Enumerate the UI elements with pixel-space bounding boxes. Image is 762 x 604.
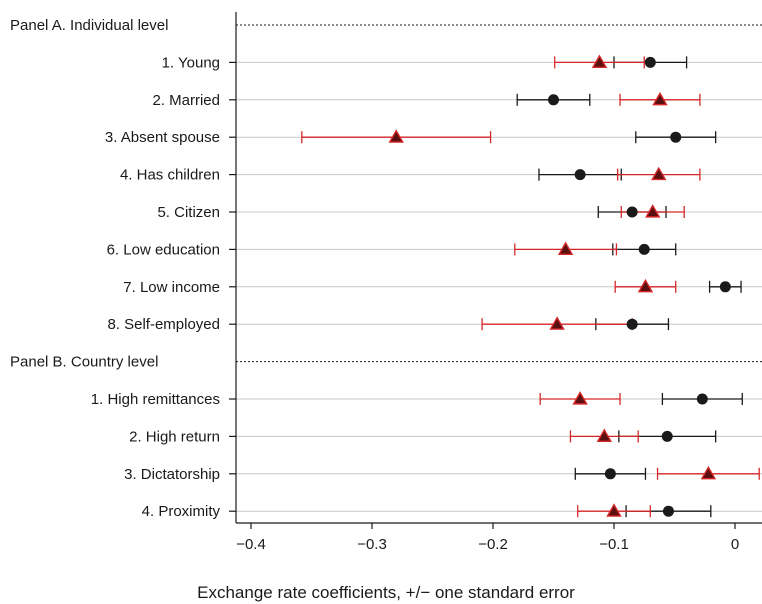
black-series-point bbox=[670, 131, 682, 143]
row-label: 5. Citizen bbox=[157, 204, 220, 221]
row-label: 3. Absent spouse bbox=[105, 129, 220, 146]
red-series-point bbox=[388, 129, 404, 143]
row-label: 4. Proximity bbox=[142, 503, 221, 520]
panel-label: Panel B. Country level bbox=[10, 354, 158, 371]
red-series-point bbox=[645, 204, 661, 218]
x-tick-label: −0.3 bbox=[357, 536, 387, 553]
gridlines bbox=[236, 24, 762, 512]
red-series-point bbox=[549, 316, 565, 330]
red-series-point bbox=[596, 428, 613, 442]
black-series-point bbox=[626, 318, 638, 330]
red-series-point bbox=[606, 503, 622, 517]
chart-marks bbox=[301, 54, 760, 518]
row-label: 2. High return bbox=[129, 428, 220, 445]
red-series-point bbox=[572, 391, 588, 405]
row-label: 6. Low education bbox=[107, 241, 220, 258]
red-series-point bbox=[652, 91, 668, 106]
black-series-point bbox=[662, 505, 674, 517]
x-tick-label: −0.1 bbox=[599, 536, 629, 553]
black-series-point bbox=[661, 430, 673, 442]
black-series-point bbox=[604, 468, 616, 480]
black-series-point bbox=[719, 281, 731, 293]
row-label: 7. Low income bbox=[123, 279, 220, 296]
x-tick-label: −0.2 bbox=[478, 536, 508, 553]
black-series-point bbox=[626, 206, 638, 218]
black-series-point bbox=[638, 243, 650, 255]
red-series-point bbox=[557, 241, 574, 255]
red-series-point bbox=[700, 465, 717, 480]
axes: −0.4 −0.3 −0.2 −0.1 0 bbox=[229, 12, 762, 553]
row-label: 8. Self-employed bbox=[107, 316, 220, 333]
x-tick-label: −0.4 bbox=[236, 536, 266, 553]
black-series-point bbox=[696, 393, 708, 405]
black-series-point bbox=[574, 169, 586, 181]
x-tick-label: 0 bbox=[731, 536, 739, 553]
panel-label: Panel A. Individual level bbox=[10, 17, 168, 34]
black-series-point bbox=[548, 94, 559, 106]
row-labels: Panel A. Individual level 1. Young 2. Marr… bbox=[10, 17, 220, 520]
row-label: 3. Dictatorship bbox=[124, 466, 220, 483]
row-label: 4. Has children bbox=[120, 167, 220, 184]
x-axis-title: Exchange rate coefficients, +/− one stan… bbox=[197, 583, 575, 602]
red-series-point bbox=[651, 166, 667, 181]
black-series-point bbox=[644, 56, 656, 68]
red-series-point bbox=[591, 54, 608, 68]
row-label: 2. Married bbox=[152, 92, 220, 109]
red-series-point bbox=[637, 278, 654, 293]
row-label: 1. High remittances bbox=[91, 391, 220, 408]
row-label: 1. Young bbox=[162, 54, 220, 71]
